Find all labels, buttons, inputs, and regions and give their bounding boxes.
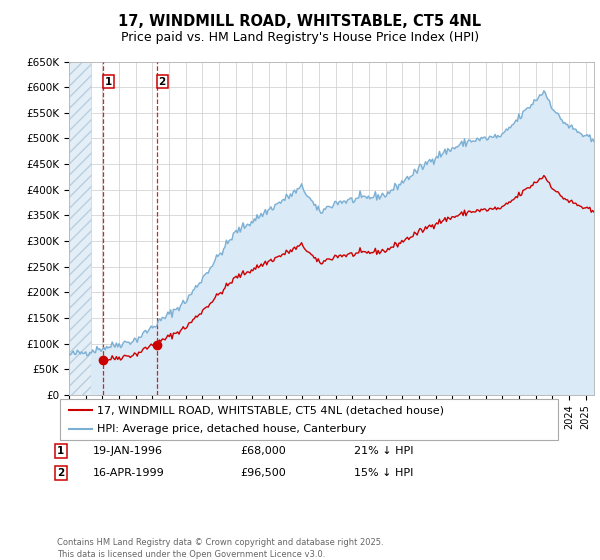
Text: 2: 2 (158, 77, 166, 87)
Text: 1: 1 (104, 77, 112, 87)
Text: 15% ↓ HPI: 15% ↓ HPI (354, 468, 413, 478)
Text: Price paid vs. HM Land Registry's House Price Index (HPI): Price paid vs. HM Land Registry's House … (121, 31, 479, 44)
Text: £96,500: £96,500 (240, 468, 286, 478)
Text: Contains HM Land Registry data © Crown copyright and database right 2025.
This d: Contains HM Land Registry data © Crown c… (57, 538, 383, 559)
Text: 17, WINDMILL ROAD, WHITSTABLE, CT5 4NL: 17, WINDMILL ROAD, WHITSTABLE, CT5 4NL (118, 14, 482, 29)
Text: 17, WINDMILL ROAD, WHITSTABLE, CT5 4NL (detached house): 17, WINDMILL ROAD, WHITSTABLE, CT5 4NL (… (97, 405, 445, 415)
Text: 2: 2 (57, 468, 64, 478)
Text: £68,000: £68,000 (240, 446, 286, 456)
Text: HPI: Average price, detached house, Canterbury: HPI: Average price, detached house, Cant… (97, 424, 367, 433)
FancyBboxPatch shape (60, 399, 558, 440)
Text: 16-APR-1999: 16-APR-1999 (93, 468, 165, 478)
Text: 1: 1 (57, 446, 64, 456)
Text: 21% ↓ HPI: 21% ↓ HPI (354, 446, 413, 456)
Text: 19-JAN-1996: 19-JAN-1996 (93, 446, 163, 456)
